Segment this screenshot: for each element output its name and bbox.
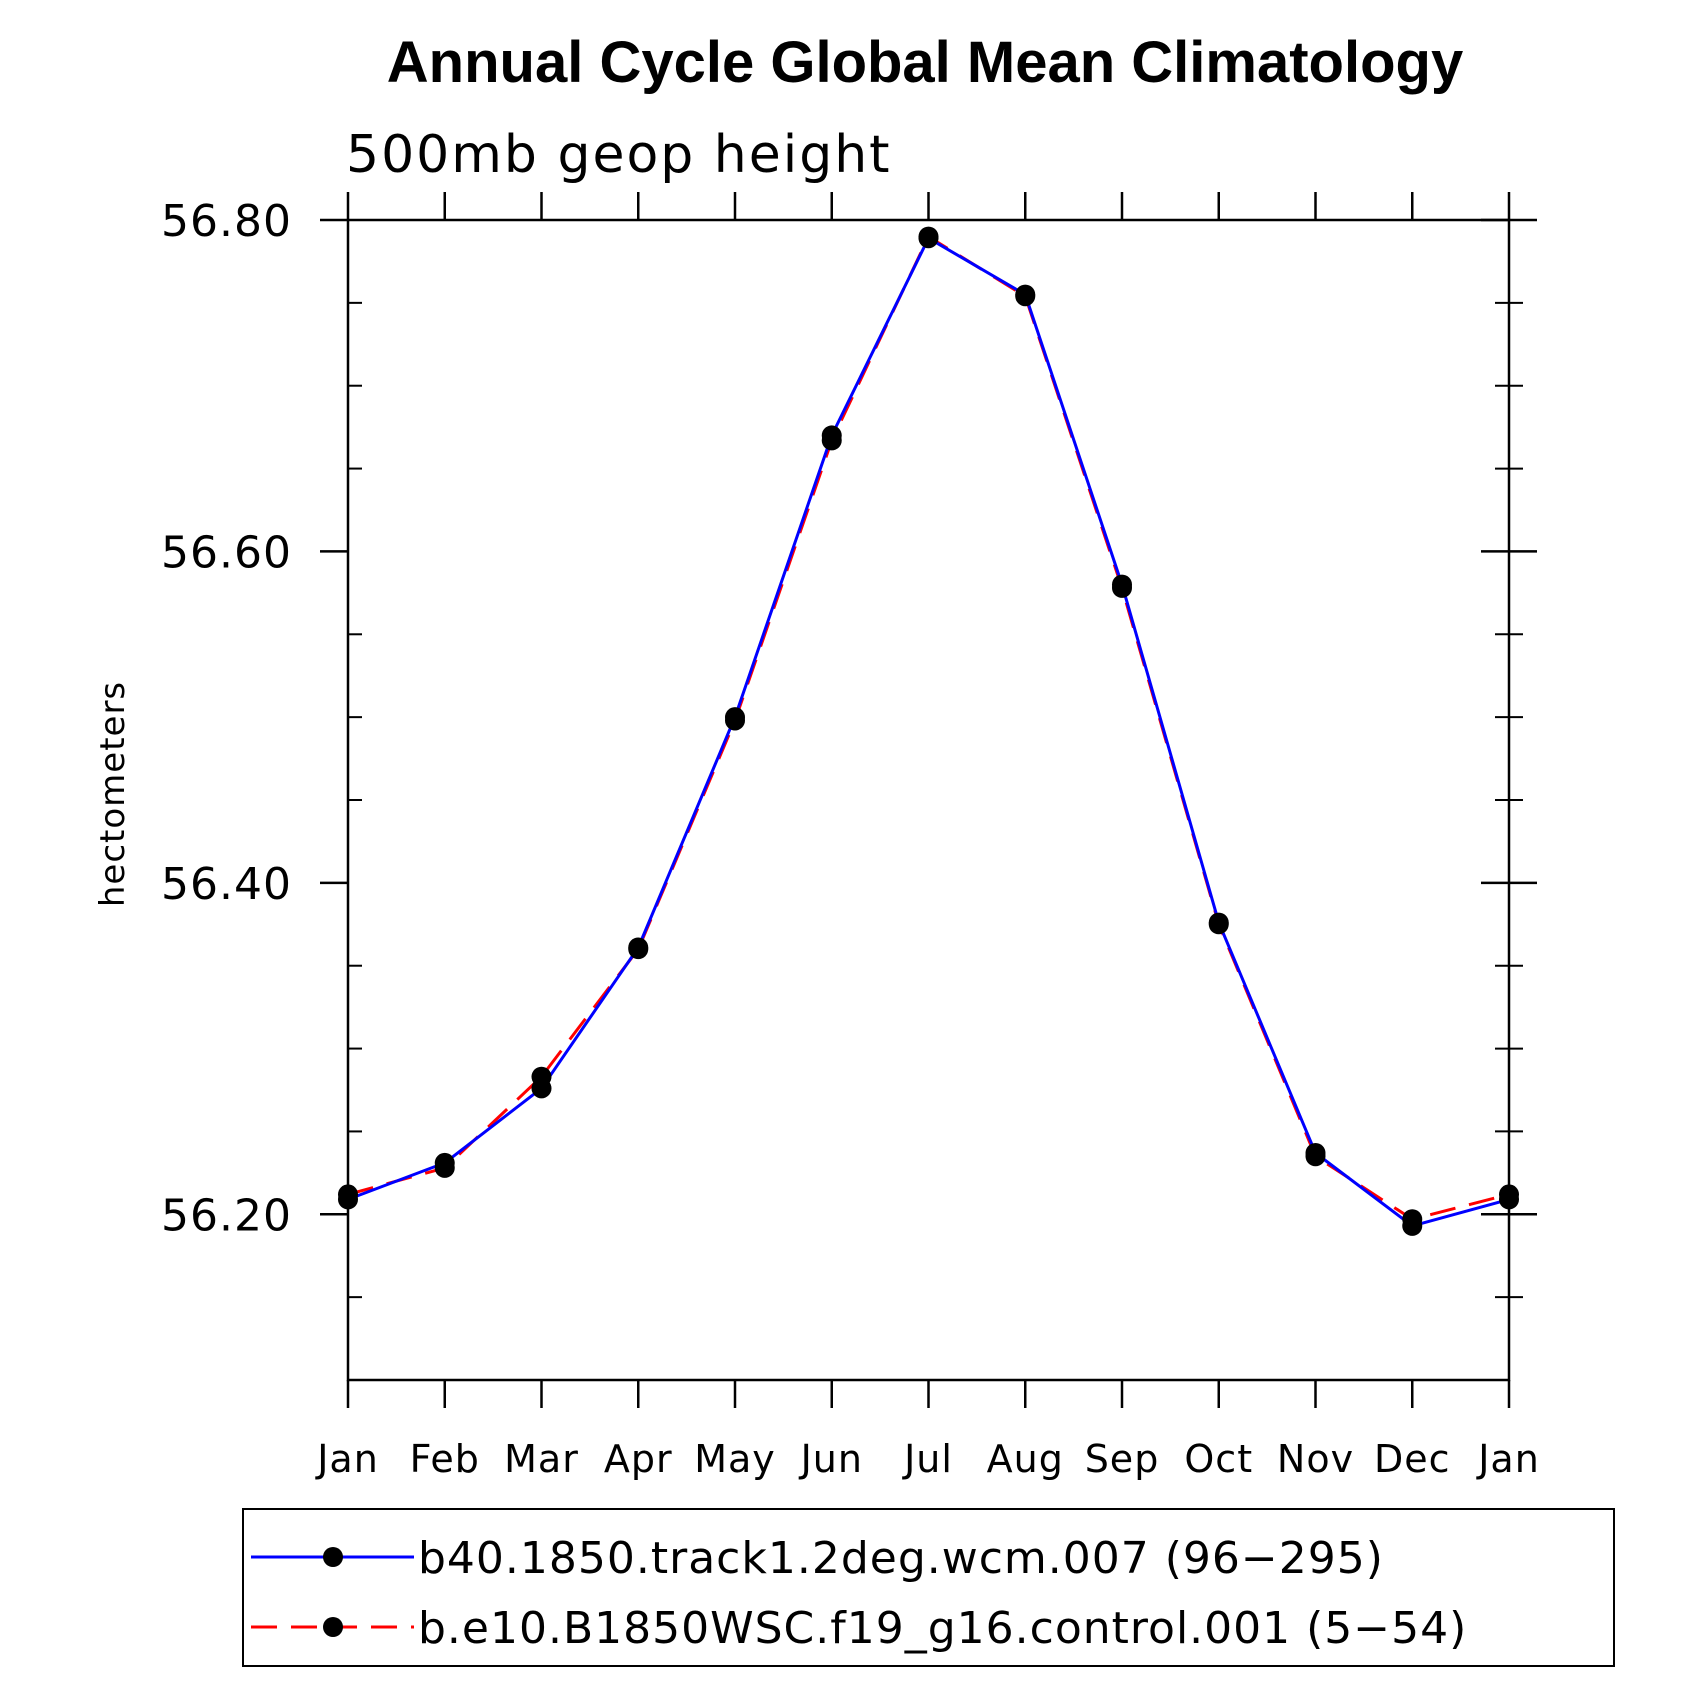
x-tick-label: Jan — [1476, 1437, 1540, 1481]
legend-marker-series-2 — [323, 1617, 343, 1637]
x-tick-label: Dec — [1374, 1437, 1451, 1481]
series-1-point — [725, 707, 745, 728]
series-1-point — [1015, 284, 1036, 305]
x-tick-label: Nov — [1277, 1437, 1354, 1481]
series-layer — [338, 226, 1519, 1236]
x-tick-labels: Jan Feb Mar Apr May Jun Jul Aug Sep Oct Nov Dec Jan — [315, 1437, 1540, 1481]
legend: b40.1850.track1.2deg.wcm.007 (96−295) b.… — [242, 1508, 1615, 1667]
chart-title: Annual Cycle Global Mean Climatology — [387, 30, 1463, 95]
x-tick-label: Jan — [315, 1437, 379, 1481]
series-1-point — [821, 425, 842, 446]
plot-frame — [346, 218, 1511, 1382]
y-tick-label: 56.80 — [161, 196, 292, 247]
legend-entry-series-1: b40.1850.track1.2deg.wcm.007 (96−295) — [418, 1533, 1384, 1584]
y-tick-label: 56.40 — [161, 859, 292, 910]
x-tick-label: Jun — [799, 1437, 863, 1481]
series-1-point — [1499, 1189, 1519, 1210]
chart-subtitle: 500mb geop height — [346, 125, 892, 185]
y-axis-label: hectometers — [93, 681, 133, 907]
y-tick-labels: 56.20 56.40 56.60 56.80 — [161, 196, 292, 1241]
series-line-2 — [347, 235, 1510, 1221]
y-tick-label: 56.20 — [161, 1190, 292, 1241]
x-tick-label: May — [694, 1437, 776, 1481]
x-tick-label: Jul — [902, 1437, 953, 1481]
x-tick-label: Aug — [987, 1437, 1064, 1481]
series-1-point — [1208, 912, 1229, 933]
legend-marker-series-1 — [323, 1547, 343, 1567]
axes — [320, 192, 1537, 1408]
x-tick-label: Sep — [1085, 1437, 1160, 1481]
series-1-point — [531, 1078, 552, 1099]
x-tick-label: Mar — [504, 1437, 579, 1481]
y-tick-label: 56.60 — [161, 527, 292, 578]
legend-entry-series-2: b.e10.B1850WSC.f19_g16.control.001 (5−54… — [418, 1603, 1467, 1654]
x-tick-label: Oct — [1184, 1437, 1253, 1481]
legend-frame — [242, 1508, 1615, 1667]
series-1-point — [338, 1189, 358, 1210]
series-line-1 — [347, 236, 1510, 1228]
x-tick-label: Apr — [604, 1437, 673, 1481]
series-1-point — [1112, 574, 1132, 595]
series-1-point — [434, 1152, 455, 1173]
series-1-point — [918, 228, 939, 249]
series-1-point — [1305, 1142, 1326, 1163]
series-1-point — [1402, 1215, 1423, 1236]
x-tick-label: Feb — [410, 1437, 480, 1481]
series-1-point — [628, 937, 649, 958]
